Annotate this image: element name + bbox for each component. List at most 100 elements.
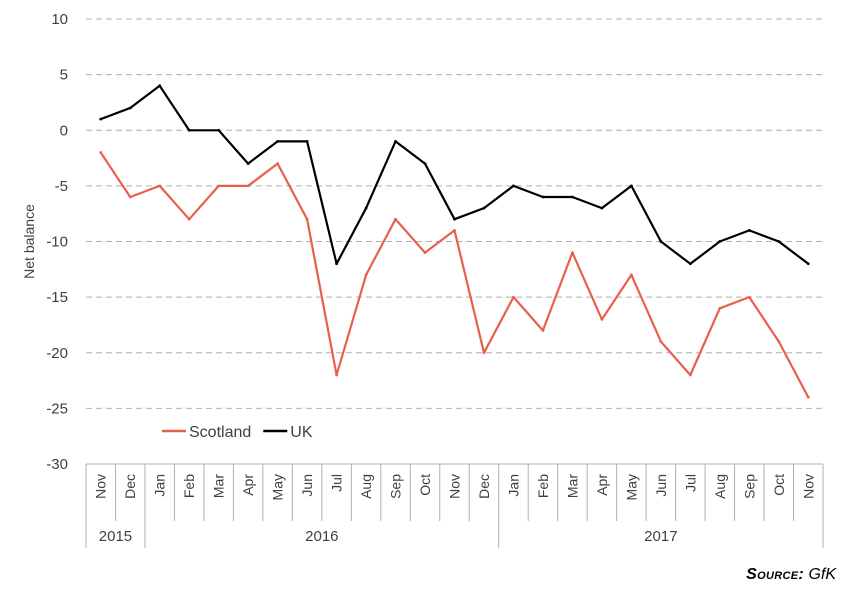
y-tick-label: -15 <box>46 289 68 306</box>
data-point-scotland <box>541 329 545 332</box>
x-tick-label: Mar <box>564 474 580 498</box>
y-axis-label: Net balance <box>21 204 37 279</box>
x-tick-label: Aug <box>358 474 374 499</box>
x-tick-label: May <box>270 474 286 500</box>
legend-label: Scotland <box>189 424 251 441</box>
data-point-scotland <box>128 195 132 199</box>
data-point-scotland <box>158 184 162 188</box>
gridlines <box>86 18 823 465</box>
data-point-scotland <box>335 373 338 377</box>
data-point-scotland <box>394 217 397 221</box>
data-point-uk <box>276 139 280 143</box>
data-point-scotland <box>571 251 574 255</box>
x-tick-label: Jan <box>505 474 521 497</box>
x-tick-label: Sep <box>741 474 757 499</box>
x-tick-label: Jan <box>152 474 168 497</box>
data-point-uk <box>246 162 250 166</box>
data-point-uk <box>187 128 191 132</box>
data-point-uk <box>453 217 456 221</box>
x-tick-label: Dec <box>476 474 492 499</box>
data-point-uk <box>806 262 810 266</box>
data-point-scotland <box>718 306 722 310</box>
year-label: 2015 <box>99 528 132 545</box>
data-point-scotland <box>364 273 368 277</box>
data-point-scotland <box>629 273 633 277</box>
data-point-uk <box>600 206 604 210</box>
y-tick-label: 10 <box>51 11 68 28</box>
x-tick-label: Jul <box>682 474 698 492</box>
data-point-uk <box>482 206 486 210</box>
data-point-scotland <box>453 228 456 232</box>
data-point-uk <box>512 184 515 188</box>
data-point-uk <box>335 262 338 266</box>
y-tick-label: -30 <box>46 456 68 473</box>
x-tick-label: Nov <box>447 474 463 499</box>
data-point-uk <box>659 240 663 243</box>
y-tick-label: -5 <box>55 178 68 195</box>
x-tick-label: Feb <box>181 474 197 498</box>
y-tick-label: -10 <box>46 234 68 251</box>
legend: Scotland UK <box>162 424 313 441</box>
x-tick-label: Apr <box>240 474 256 496</box>
y-tick-label: 5 <box>60 67 68 84</box>
series-line-scotland <box>99 151 810 398</box>
data-point-scotland <box>305 217 309 221</box>
x-tick-label: Dec <box>122 474 138 499</box>
x-axis: Nov Dec Jan Feb Mar Apr May Jun Jul Aug Sep Oct Nov D… <box>85 463 824 548</box>
data-point-uk <box>305 139 309 143</box>
x-tick-label: Mar <box>211 474 227 498</box>
data-point-uk <box>629 184 633 188</box>
data-point-scotland <box>688 373 692 377</box>
source-label: Source: <box>746 566 804 583</box>
data-point-uk <box>217 128 221 132</box>
x-tick-label: Nov <box>93 474 109 499</box>
data-point-scotland <box>747 295 751 299</box>
series-lines <box>99 84 810 399</box>
data-point-uk <box>777 240 781 243</box>
x-tick-label: May <box>623 474 639 500</box>
data-point-uk <box>99 117 103 121</box>
source-note: Source: GfK <box>746 566 836 584</box>
line-chart: 10 5 0 -5 -10 -15 -20 -25 -30 Net balance Nov Dec… <box>21 11 824 548</box>
data-point-scotland <box>777 340 781 344</box>
x-tick-label: Aug <box>712 474 728 499</box>
data-point-scotland <box>217 184 221 188</box>
data-point-uk <box>158 84 162 88</box>
data-point-scotland <box>246 184 250 188</box>
data-point-uk <box>423 162 427 166</box>
data-point-uk <box>394 139 397 143</box>
y-tick-label: 0 <box>60 122 68 139</box>
x-tick-label: Apr <box>594 474 610 496</box>
data-point-scotland <box>187 217 191 221</box>
year-label: 2016 <box>305 528 338 545</box>
data-point-scotland <box>482 351 486 355</box>
y-tick-label: -25 <box>46 400 68 417</box>
data-point-uk <box>688 262 692 266</box>
year-label: 2017 <box>644 528 677 545</box>
x-tick-label: Feb <box>535 474 551 498</box>
data-point-uk <box>541 195 545 199</box>
data-point-uk <box>747 228 751 232</box>
y-axis-ticks: 10 5 0 -5 -10 -15 -20 -25 -30 <box>46 11 68 473</box>
x-tick-label: Jul <box>329 474 345 492</box>
data-point-scotland <box>99 151 103 154</box>
data-point-uk <box>718 240 722 243</box>
data-point-uk <box>128 106 132 110</box>
series-line-uk <box>100 84 809 265</box>
data-point-scotland <box>276 162 280 166</box>
x-tick-label: Oct <box>417 474 433 496</box>
data-point-scotland <box>600 317 604 321</box>
x-tick-label: Sep <box>388 474 404 499</box>
x-tick-label: Jun <box>299 474 315 497</box>
x-tick-label: Jun <box>653 474 669 497</box>
source-value: GfK <box>808 566 836 583</box>
x-tick-label: Oct <box>771 474 787 496</box>
x-tick-label: Nov <box>800 474 816 499</box>
y-tick-label: -20 <box>46 345 68 362</box>
data-point-scotland <box>423 251 427 255</box>
legend-label: UK <box>290 424 313 441</box>
data-point-scotland <box>806 395 810 399</box>
data-point-scotland <box>659 340 663 344</box>
data-point-uk <box>364 206 368 210</box>
data-point-scotland <box>512 295 515 299</box>
